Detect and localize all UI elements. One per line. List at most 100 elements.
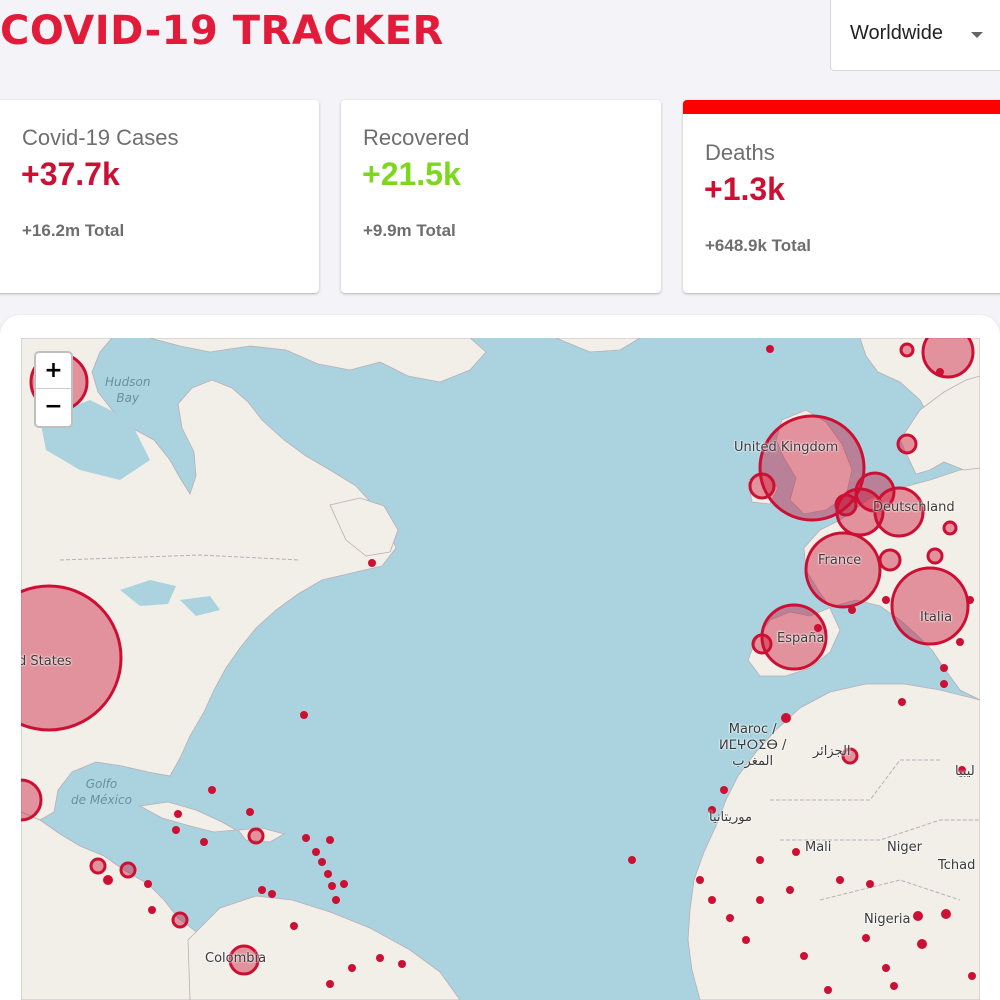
case-circle[interactable]	[956, 638, 964, 646]
case-circle[interactable]	[800, 952, 808, 960]
case-circle[interactable]	[300, 711, 308, 719]
case-circle[interactable]	[882, 596, 890, 604]
case-circle[interactable]	[246, 808, 254, 816]
case-circle[interactable]	[708, 806, 716, 814]
label-mauritania: موريتانيا	[709, 810, 752, 825]
case-circle[interactable]	[756, 896, 764, 904]
recovered-card[interactable]: Recovered +21.5k +9.9m Total	[341, 100, 661, 293]
case-circle[interactable]	[940, 680, 948, 688]
case-circle[interactable]	[376, 954, 384, 962]
case-circle[interactable]	[368, 559, 376, 567]
case-circle[interactable]	[748, 472, 776, 500]
country-select-value: Worldwide	[850, 22, 943, 44]
case-circle[interactable]	[758, 414, 866, 522]
case-circle[interactable]	[882, 964, 890, 972]
case-circle[interactable]	[332, 896, 340, 904]
case-circle[interactable]	[866, 880, 874, 888]
case-circle[interactable]	[228, 944, 260, 976]
case-circle[interactable]	[958, 766, 966, 774]
case-circle[interactable]	[312, 848, 320, 856]
case-circle[interactable]	[841, 747, 859, 765]
case-circle[interactable]	[119, 861, 137, 879]
case-circle[interactable]	[200, 838, 208, 846]
case-circle[interactable]	[21, 584, 123, 732]
case-circle[interactable]	[940, 664, 948, 672]
case-circle[interactable]	[873, 486, 925, 538]
label-united-kingdom: United Kingdom	[734, 440, 839, 455]
country-select[interactable]: Worldwide	[830, 0, 1000, 71]
case-circle[interactable]	[268, 890, 276, 898]
case-circle[interactable]	[917, 939, 927, 949]
case-circle[interactable]	[756, 856, 764, 864]
map-canvas[interactable]	[21, 338, 980, 1000]
case-circle[interactable]	[103, 875, 113, 885]
case-circle[interactable]	[720, 786, 728, 794]
case-circle[interactable]	[302, 834, 310, 842]
case-circle[interactable]	[348, 964, 356, 972]
case-circle[interactable]	[862, 934, 870, 942]
case-circle[interactable]	[208, 786, 216, 794]
zoom-out-button[interactable]: −	[44, 394, 63, 419]
case-circle[interactable]	[926, 547, 944, 565]
case-circle[interactable]	[898, 698, 906, 706]
case-circle[interactable]	[921, 338, 975, 379]
case-circle[interactable]	[814, 624, 822, 632]
case-circle[interactable]	[144, 880, 152, 888]
case-circle[interactable]	[766, 345, 774, 353]
case-circle[interactable]	[890, 982, 898, 990]
case-circle[interactable]	[148, 906, 156, 914]
case-circle[interactable]	[968, 972, 976, 980]
case-circle[interactable]	[890, 566, 970, 646]
case-circle[interactable]	[786, 886, 794, 894]
case-circle[interactable]	[781, 713, 791, 723]
case-circle[interactable]	[936, 368, 944, 376]
cases-card[interactable]: Covid-19 Cases +37.7k +16.2m Total	[0, 100, 319, 293]
case-circle[interactable]	[628, 856, 636, 864]
case-circle[interactable]	[751, 633, 773, 655]
world-map[interactable]: Hudson Bay Golfo de México d States Unit…	[21, 338, 980, 1000]
case-circle[interactable]	[21, 778, 43, 822]
case-circle[interactable]	[258, 886, 266, 894]
case-circle[interactable]	[171, 911, 189, 929]
label-united-states: d States	[21, 654, 72, 669]
label-spain: España	[777, 631, 825, 646]
case-circle[interactable]	[726, 914, 734, 922]
case-circle[interactable]	[836, 876, 844, 884]
label-germany: Deutschland	[873, 500, 955, 515]
case-circle[interactable]	[824, 986, 832, 994]
case-circle[interactable]	[174, 810, 182, 818]
case-circle[interactable]	[89, 857, 107, 875]
case-circle[interactable]	[760, 603, 828, 671]
deaths-card[interactable]: Deaths +1.3k +648.9k Total	[683, 100, 1000, 293]
case-circle[interactable]	[708, 896, 716, 904]
case-circle[interactable]	[848, 606, 856, 614]
case-circle[interactable]	[318, 858, 326, 866]
case-circle[interactable]	[792, 848, 800, 856]
case-circle[interactable]	[398, 960, 406, 968]
case-circle[interactable]	[899, 342, 915, 358]
case-circle[interactable]	[324, 870, 332, 878]
case-circle[interactable]	[326, 836, 334, 844]
case-circle[interactable]	[172, 826, 180, 834]
case-circle[interactable]	[696, 876, 704, 884]
case-circle[interactable]	[896, 433, 918, 455]
zoom-in-button[interactable]: +	[36, 353, 71, 389]
case-circle[interactable]	[340, 880, 348, 888]
case-circle[interactable]	[290, 922, 298, 930]
case-circle[interactable]	[941, 909, 951, 919]
case-circle[interactable]	[247, 827, 265, 845]
case-circle[interactable]	[742, 936, 750, 944]
case-circle[interactable]	[878, 548, 902, 572]
case-circle[interactable]	[804, 531, 882, 609]
case-circle[interactable]	[966, 596, 974, 604]
label-algeria: الجزائر	[813, 744, 851, 759]
case-circle[interactable]	[942, 520, 958, 536]
case-circle[interactable]	[328, 882, 336, 890]
case-circle[interactable]	[834, 493, 858, 517]
recovered-card-today: +21.5k	[362, 156, 461, 192]
case-circle[interactable]	[326, 980, 334, 988]
label-colombia: Colombia	[205, 951, 267, 966]
deaths-card-total: +648.9k Total	[705, 236, 811, 255]
label-libya: ليبيا	[955, 764, 975, 779]
case-circle[interactable]	[913, 911, 923, 921]
